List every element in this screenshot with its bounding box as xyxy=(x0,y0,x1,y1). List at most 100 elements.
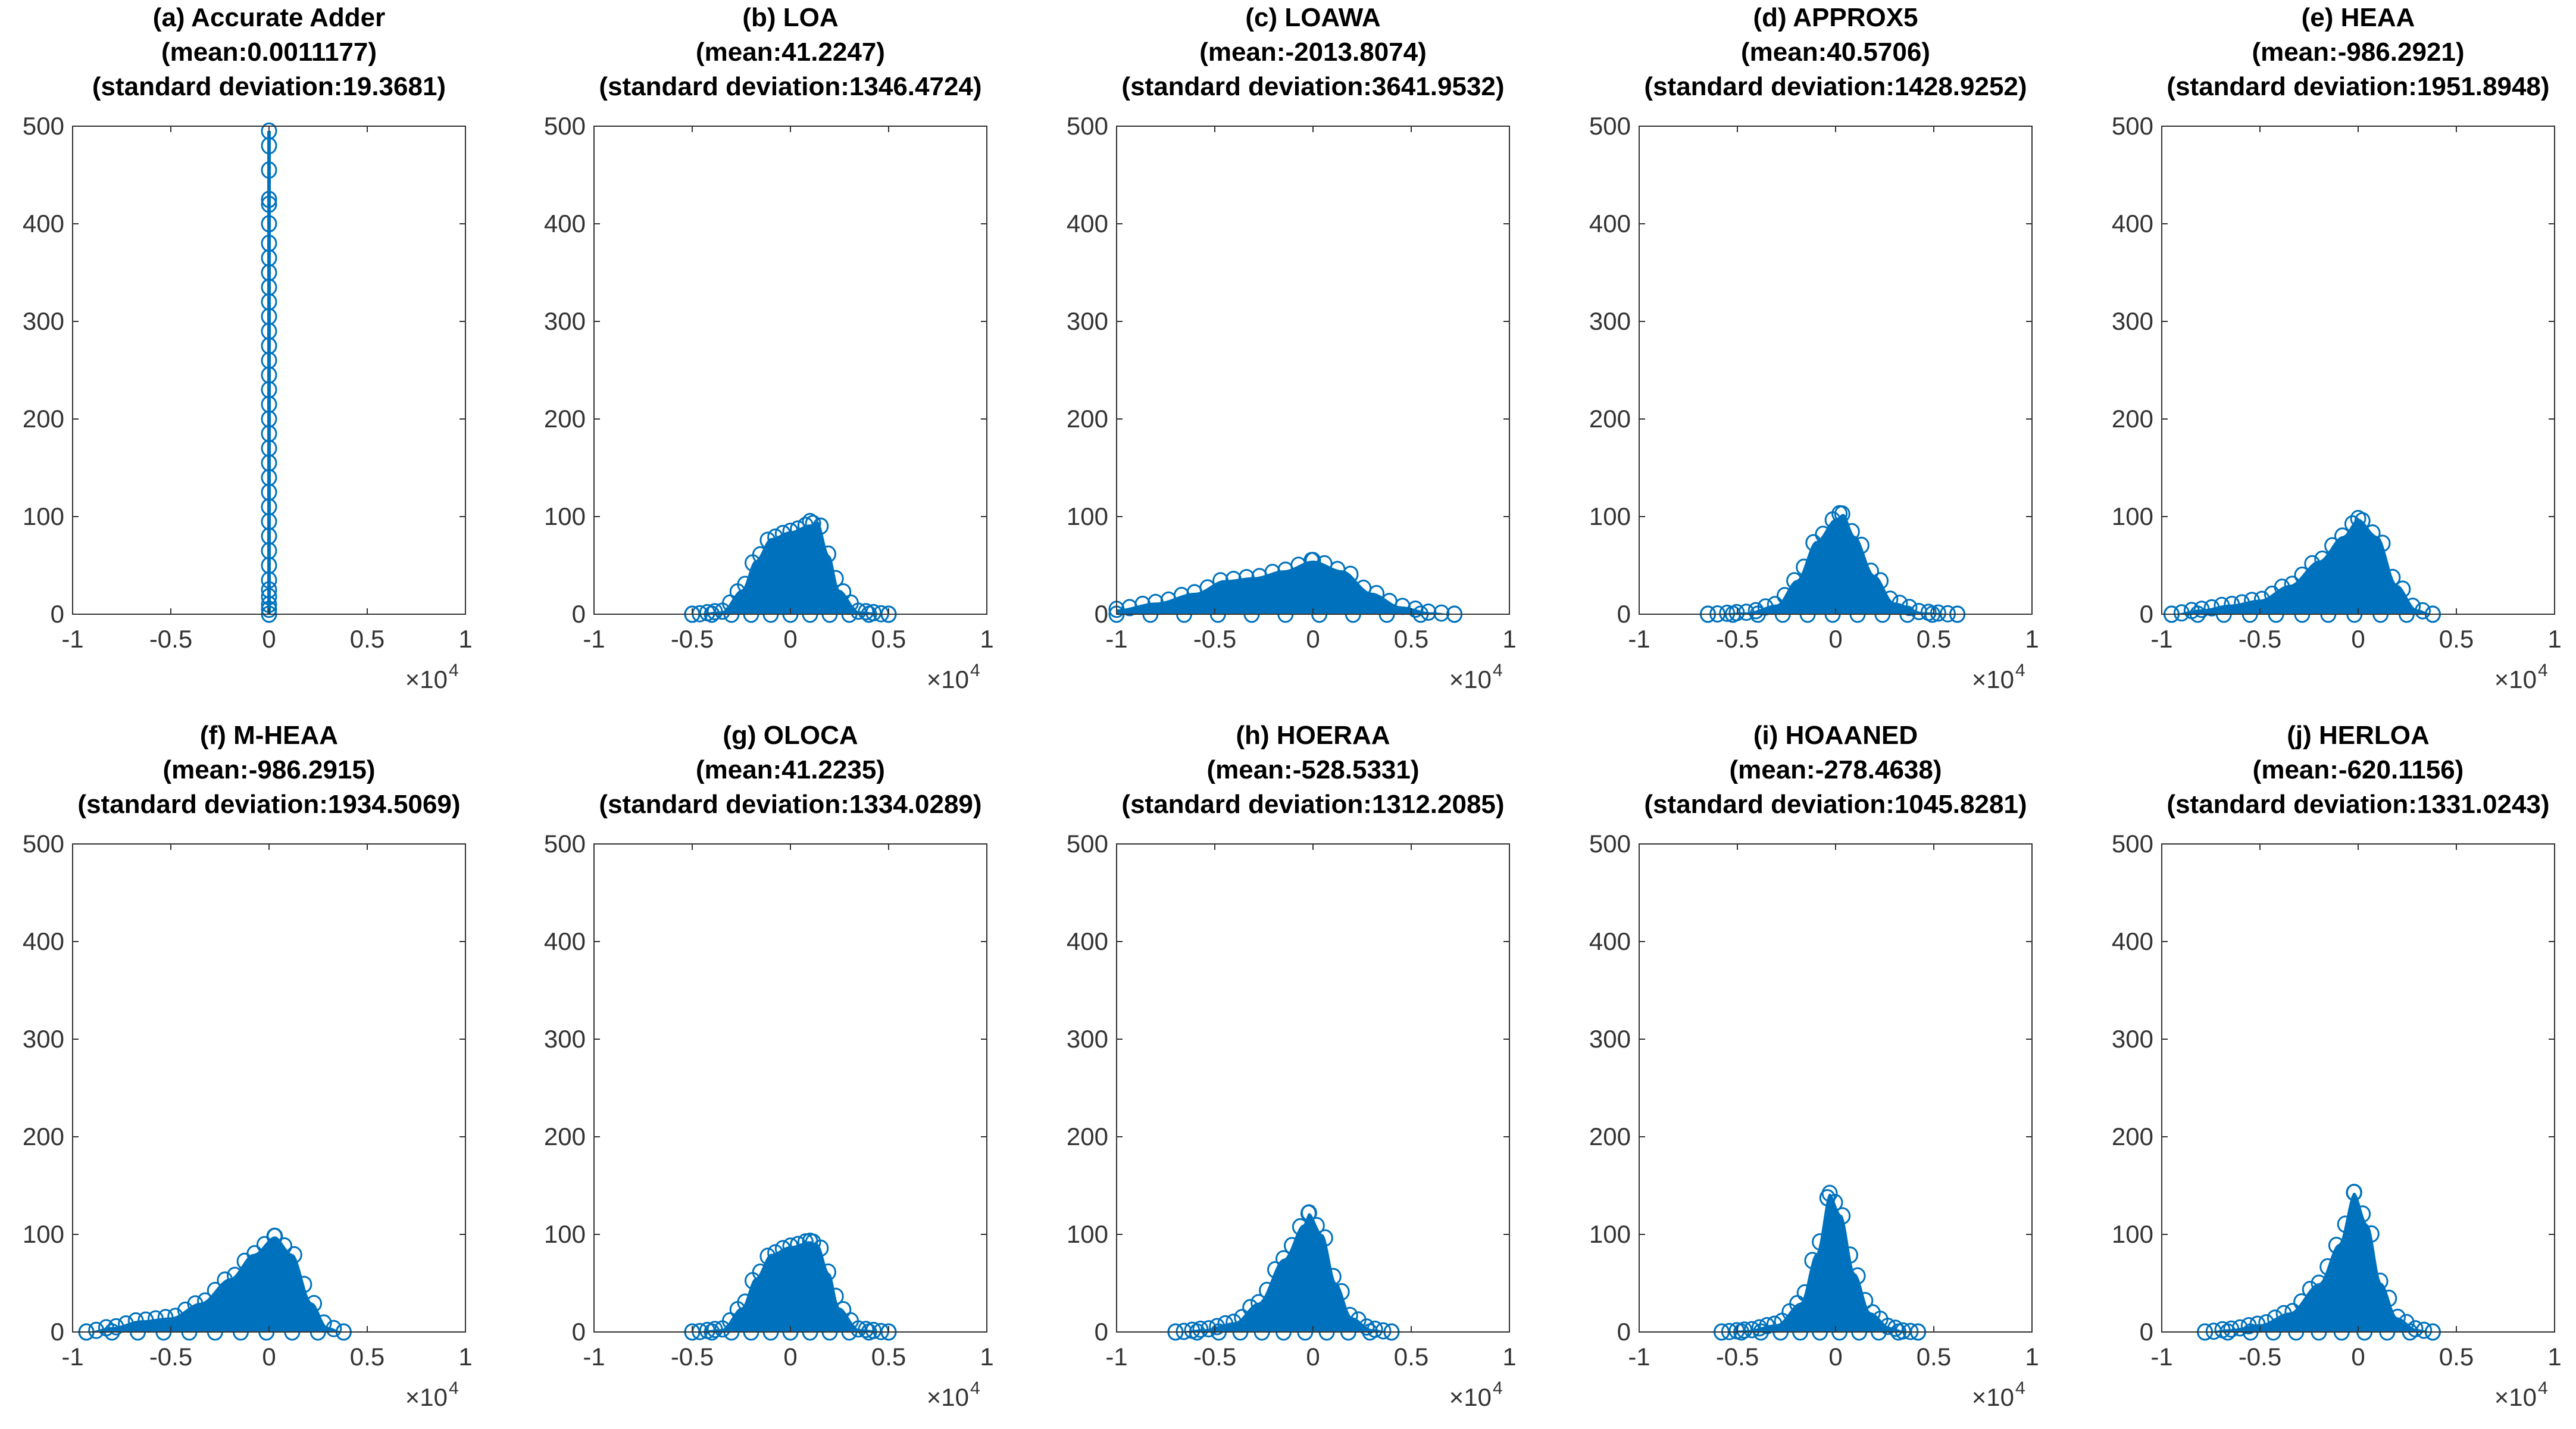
data-point xyxy=(2319,1258,2336,1275)
y-tick-label: 100 xyxy=(544,502,586,530)
data-point xyxy=(2304,555,2321,573)
data-series xyxy=(2164,509,2441,623)
data-point xyxy=(827,1287,844,1305)
subplot-f: (f) M-HEAA (mean:-986.2915) (standard devi… xyxy=(23,721,473,1411)
data-point xyxy=(774,1240,791,1258)
data-point xyxy=(261,234,277,252)
y-tick-label: 0 xyxy=(1095,600,1108,628)
data-point xyxy=(1719,604,1736,622)
data-point xyxy=(767,1244,784,1262)
data-area xyxy=(2205,1192,2433,1332)
subplot-j: (j) HERLOA (mean:-620.1156) (standard devi… xyxy=(2112,721,2562,1411)
data-point xyxy=(1843,523,1860,540)
data-point xyxy=(197,1292,214,1310)
data-point xyxy=(1433,604,1450,622)
y-tick-label: 0 xyxy=(572,1318,586,1346)
subplot-title: (f) M-HEAA xyxy=(200,721,338,750)
data-point xyxy=(1777,587,1793,605)
data-point xyxy=(187,1295,204,1313)
x-tick-label: -1 xyxy=(61,625,83,653)
axes-box xyxy=(1116,126,1510,615)
mean-label: (mean:-620.1156) xyxy=(2253,755,2464,784)
x-tick-label: 1 xyxy=(980,625,993,653)
data-point xyxy=(276,1237,293,1255)
y-tick-label: 0 xyxy=(2140,1318,2153,1346)
data-point xyxy=(1834,1207,1851,1225)
data-point xyxy=(1368,584,1385,602)
data-series xyxy=(1108,552,1463,623)
x-tick-label: -0.5 xyxy=(1716,625,1759,653)
std-label: (standard deviation:1334.0289) xyxy=(599,790,981,819)
std-label: (standard deviation:19.3681) xyxy=(92,72,446,101)
data-point xyxy=(261,122,277,140)
x-tick-label: -1 xyxy=(1105,1343,1127,1371)
y-tick-label: 500 xyxy=(2112,830,2153,858)
data-area xyxy=(692,1241,889,1332)
std-label: (standard deviation:1346.4724) xyxy=(599,72,981,101)
x-tick-label: 0.5 xyxy=(871,625,906,653)
std-label: (standard deviation:1951.8948) xyxy=(2167,72,2549,101)
x-tick-label: -0.5 xyxy=(1193,1343,1236,1371)
data-point xyxy=(1882,590,1899,608)
data-area xyxy=(1176,1213,1392,1332)
data-point xyxy=(790,520,806,538)
data-point xyxy=(706,603,723,621)
data-point xyxy=(2394,580,2411,598)
y-tick-label: 400 xyxy=(544,927,586,955)
y-tick-label: 400 xyxy=(2112,209,2153,237)
data-point xyxy=(1420,604,1437,621)
data-point xyxy=(2337,1215,2353,1233)
mean-label: (mean:-528.5331) xyxy=(1206,755,1419,784)
data-point xyxy=(1842,1246,1858,1264)
data-area xyxy=(86,1236,344,1332)
y-tick-label: 100 xyxy=(2112,502,2153,530)
data-point xyxy=(737,1293,754,1311)
x-tick-label: -1 xyxy=(2150,625,2172,653)
x-tick-label: 0 xyxy=(2351,1343,2365,1371)
y-tick-label: 400 xyxy=(23,927,64,955)
y-tick-label: 200 xyxy=(1067,405,1108,433)
data-point xyxy=(2384,568,2401,586)
std-label: (standard deviation:1934.5069) xyxy=(77,790,460,819)
data-point xyxy=(2390,1308,2406,1326)
y-tick-label: 500 xyxy=(23,830,64,858)
data-point xyxy=(261,190,277,208)
data-point xyxy=(1292,1218,1308,1236)
data-series xyxy=(261,122,277,623)
data-point xyxy=(261,215,277,233)
subplot-d: (d) APPROX5 (mean:40.5706) (standard devia… xyxy=(1589,3,2039,693)
x-multiplier-exponent: 4 xyxy=(449,1378,459,1398)
mean-label: (mean:-986.2915) xyxy=(162,755,375,784)
x-multiplier: ×10 xyxy=(2494,1383,2537,1411)
data-point xyxy=(1747,602,1764,620)
y-tick-label: 100 xyxy=(2112,1220,2153,1248)
x-multiplier-exponent: 4 xyxy=(449,661,459,680)
subplot-title: (e) HEAA xyxy=(2302,3,2415,32)
data-point xyxy=(2381,1289,2397,1307)
x-tick-label: -1 xyxy=(1628,625,1650,653)
x-multiplier: ×10 xyxy=(1449,665,1492,693)
data-point xyxy=(835,583,852,601)
y-tick-label: 0 xyxy=(2140,600,2153,628)
data-point xyxy=(1325,1268,1342,1286)
data-point xyxy=(127,1312,144,1330)
data-point xyxy=(706,1321,723,1339)
data-point xyxy=(1199,579,1216,597)
data-point xyxy=(1863,562,1879,580)
y-tick-label: 500 xyxy=(1067,112,1108,140)
x-multiplier: ×10 xyxy=(2494,665,2537,693)
data-point xyxy=(261,581,277,599)
y-tick-label: 0 xyxy=(572,600,586,628)
data-point xyxy=(1880,1318,1896,1335)
y-tick-label: 100 xyxy=(1067,502,1108,530)
y-tick-label: 300 xyxy=(23,1025,64,1053)
y-tick-label: 300 xyxy=(2112,307,2153,335)
x-tick-label: -0.5 xyxy=(671,625,714,653)
data-point xyxy=(227,1267,243,1284)
x-tick-label: 0.5 xyxy=(1917,625,1951,653)
data-point xyxy=(1284,1237,1300,1255)
data-point xyxy=(1872,572,1889,590)
data-point xyxy=(1804,1252,1821,1269)
subplot-c: (c) LOAWA (mean:-2013.8074) (standard devi… xyxy=(1067,3,1517,693)
data-point xyxy=(722,594,738,612)
